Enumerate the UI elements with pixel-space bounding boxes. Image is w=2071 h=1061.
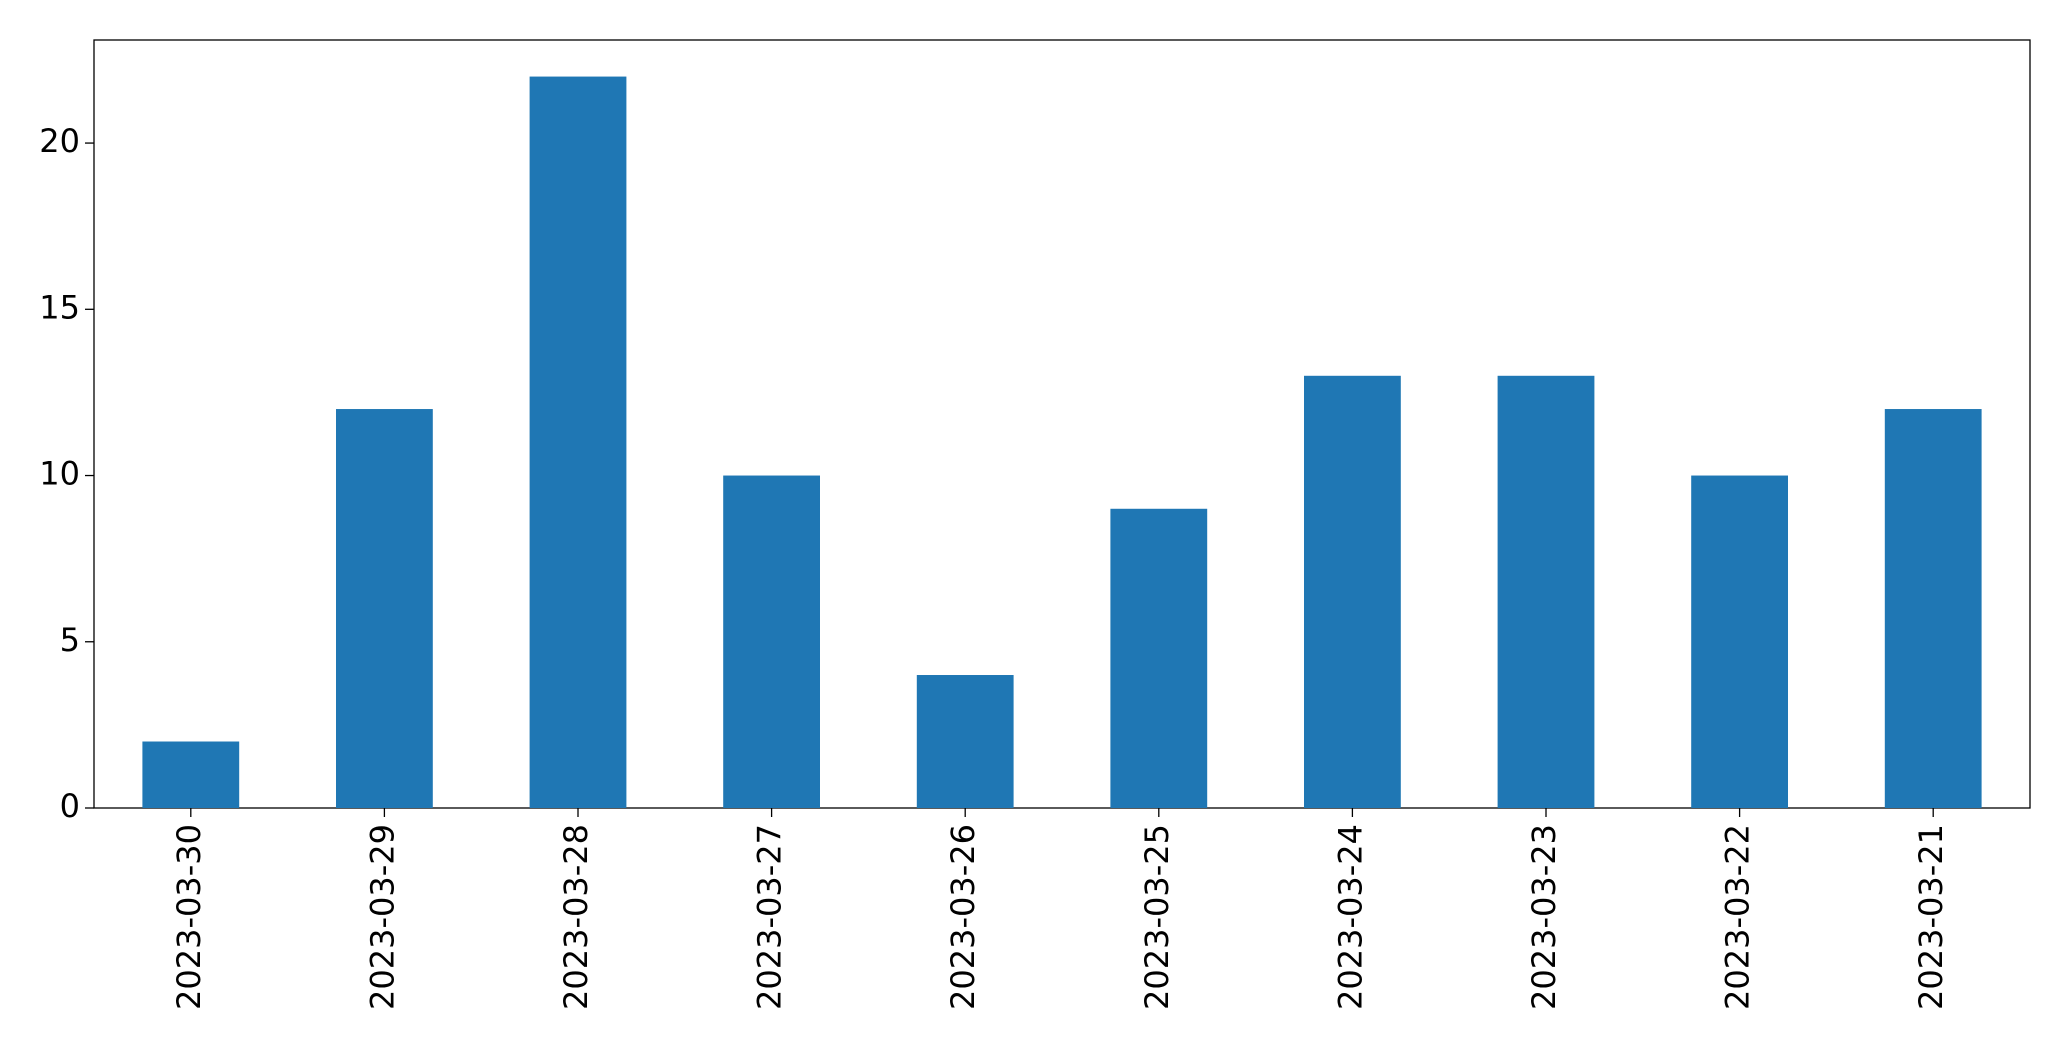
x-tick-label: 2023-03-21 bbox=[1912, 824, 1950, 1010]
bar bbox=[916, 675, 1014, 808]
bar bbox=[1884, 409, 1982, 808]
y-tick-label: 20 bbox=[39, 122, 80, 160]
bar bbox=[142, 741, 240, 808]
x-tick-label: 2023-03-30 bbox=[170, 824, 208, 1010]
bar bbox=[1304, 375, 1401, 808]
x-tick-label: 2023-03-22 bbox=[1719, 824, 1757, 1010]
x-tick-label: 2023-03-25 bbox=[1138, 824, 1176, 1010]
x-tick-label: 2023-03-24 bbox=[1331, 824, 1369, 1010]
plot-frame bbox=[93, 39, 2031, 809]
bar bbox=[1497, 375, 1595, 808]
bar bbox=[1110, 508, 1208, 808]
x-tick-label: 2023-03-26 bbox=[944, 824, 982, 1010]
x-tick-label: 2023-03-28 bbox=[557, 824, 595, 1010]
y-tick-label: 15 bbox=[39, 288, 80, 326]
bar bbox=[529, 76, 627, 809]
bar bbox=[1691, 475, 1788, 808]
x-tick-label: 2023-03-27 bbox=[751, 824, 789, 1010]
y-tick-label: 10 bbox=[39, 455, 80, 493]
bar bbox=[723, 475, 820, 808]
bar bbox=[336, 409, 433, 808]
y-tick-label: 5 bbox=[60, 621, 80, 659]
x-tick-label: 2023-03-29 bbox=[363, 824, 401, 1010]
y-tick-label: 0 bbox=[60, 787, 80, 825]
x-tick-label: 2023-03-23 bbox=[1525, 824, 1563, 1010]
